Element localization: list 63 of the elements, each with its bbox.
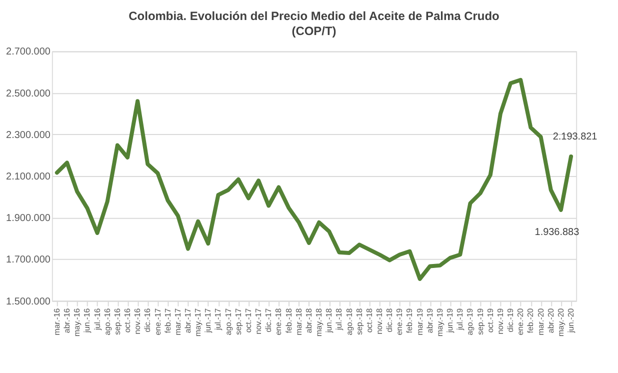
x-tick-label: sep.-16 [112,308,122,335]
x-tick-label: abr.-16 [62,308,72,334]
chart-subtitle: (COP/T) [292,24,336,38]
x-tick-label: jul.-19 [456,308,465,331]
x-tick-label: jun.-18 [324,308,334,334]
x-tick-label: jul.-16 [92,308,102,331]
chart-title: Colombia. Evolución del Precio Medio del Aceite de Palma Crudo [128,9,500,24]
x-tick-label: feb.-19 [405,308,414,334]
x-tick-label: sep.-19 [476,308,485,335]
x-tick-label: nov.-16 [133,308,142,334]
y-tick-label: 2.300.000 [6,130,51,141]
x-tick-label: oct.-18 [364,308,374,333]
x-tick-label: ago.-18 [344,308,354,336]
x-tick-label: may.-16 [72,308,82,336]
x-tick-label: sep.-17 [234,308,243,335]
x-tick-label: ene.-19 [395,308,404,336]
y-tick-label: 1.700.000 [6,254,51,266]
x-tick-label: dic.-17 [264,308,274,332]
x-tick-label: dic.-18 [385,308,394,332]
x-tick-label: mar.-19 [415,308,424,336]
x-tick-label: dic.-16 [143,308,152,332]
x-tick-label: mar.-20 [536,308,546,336]
x-tick-label: abr.-17 [183,308,192,334]
x-tick-label: nov.-18 [375,308,384,334]
y-tick-label: 1.500.000 [6,296,51,308]
x-tick-label: jul.-17 [214,308,223,331]
x-tick-label: feb.-18 [284,308,294,334]
x-tick-label: oct.-17 [244,308,253,333]
y-tick-label: 2.100.000 [6,171,51,182]
x-tick-label: dic.-19 [506,308,516,332]
x-tick-label: ago.-19 [466,308,475,336]
x-tick-label: ene.-17 [153,308,162,336]
x-tick-label: oct.-16 [123,308,132,333]
x-tick-label: feb.-17 [163,308,172,334]
x-tick-label: may.-18 [314,308,324,336]
y-tick-label: 2.700.000 [6,46,51,58]
x-tick-label: ago.-17 [224,308,233,336]
x-tick-label: jun.-19 [446,308,455,334]
x-tick-label: jul.-18 [334,308,344,331]
x-tick-label: jun.-20 [566,308,576,334]
x-tick-label: ago.-16 [102,308,112,336]
x-tick-label: oct.-19 [486,308,495,333]
data-label: 1.936.883 [534,226,580,238]
y-tick-label: 1.900.000 [6,213,51,224]
x-tick-label: may.-19 [435,308,444,336]
x-tick-label: ene.-20 [516,308,526,336]
x-tick-label: mar.-16 [52,308,62,336]
x-tick-label: nov.-19 [496,308,505,334]
x-tick-label: mar.-18 [294,308,304,336]
x-tick-label: abr.-18 [304,308,314,334]
x-tick-label: may.-17 [194,308,203,336]
x-tick-label: may.-20 [556,308,566,336]
data-label: 2.193.821 [552,132,598,143]
x-tick-label: feb.-20 [526,308,536,334]
y-tick-label: 2.500.000 [6,88,51,100]
x-tick-label: jun.-16 [82,308,92,334]
x-tick-label: abr.-20 [546,308,556,334]
x-tick-label: sep.-18 [354,308,364,335]
x-tick-label: jun.-17 [204,308,213,334]
x-tick-label: abr.-19 [425,308,434,334]
x-tick-label: mar.-17 [173,308,182,336]
x-tick-label: ene.-18 [274,308,284,336]
x-tick-label: nov.-17 [254,308,264,334]
